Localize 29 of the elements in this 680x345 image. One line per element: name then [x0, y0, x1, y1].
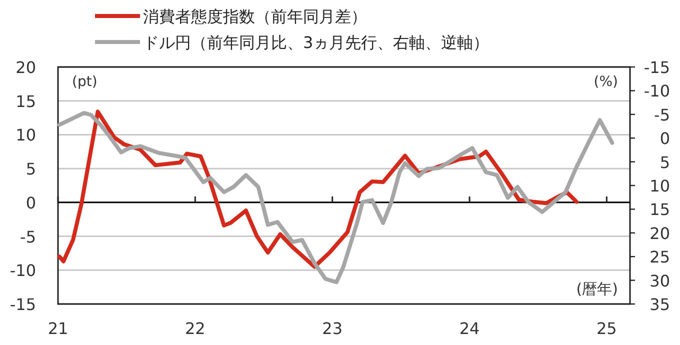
- y2-tick-label: 25: [650, 248, 670, 267]
- y2-tick-label: 15: [650, 200, 670, 220]
- y-tick-label: -15: [10, 295, 36, 314]
- x-tick-label: 25: [596, 319, 617, 338]
- x-tick-label: 22: [184, 319, 206, 338]
- y-axis-title: (pt): [72, 74, 98, 90]
- y-tick-label: 15: [16, 92, 36, 111]
- y2-tick-label: -5: [654, 105, 670, 124]
- y2-tick-label: -15: [644, 58, 670, 77]
- y2-tick-label: 10: [650, 176, 670, 196]
- y-tick-label: 10: [16, 126, 36, 145]
- x-tick-label: 24: [459, 319, 480, 338]
- x-tick-label: 21: [48, 319, 68, 338]
- x-axis-title: (暦年): [576, 280, 618, 298]
- y2-tick-label: 5: [660, 152, 670, 172]
- legend-label: ドル円（前年同月比、3ヵ月先行、右軸、逆軸）: [143, 33, 490, 52]
- x-tick-label: 23: [322, 319, 343, 338]
- legend-label: 消費者態度指数（前年同月差）: [143, 7, 367, 26]
- y2-tick-label: -10: [644, 82, 670, 101]
- y2-tick-label: 35: [650, 295, 670, 314]
- y2-tick-label: 30: [650, 271, 670, 290]
- y-tick-label: 5: [26, 160, 36, 179]
- y2-tick-label: 20: [650, 224, 670, 243]
- y-tick-label: -5: [20, 227, 36, 246]
- y-tick-label: 20: [16, 58, 36, 77]
- y-tick-label: 0: [26, 193, 36, 212]
- y2-tick-label: 0: [660, 129, 670, 148]
- y2-axis-title: (%): [594, 74, 618, 90]
- y-tick-label: -10: [10, 261, 36, 280]
